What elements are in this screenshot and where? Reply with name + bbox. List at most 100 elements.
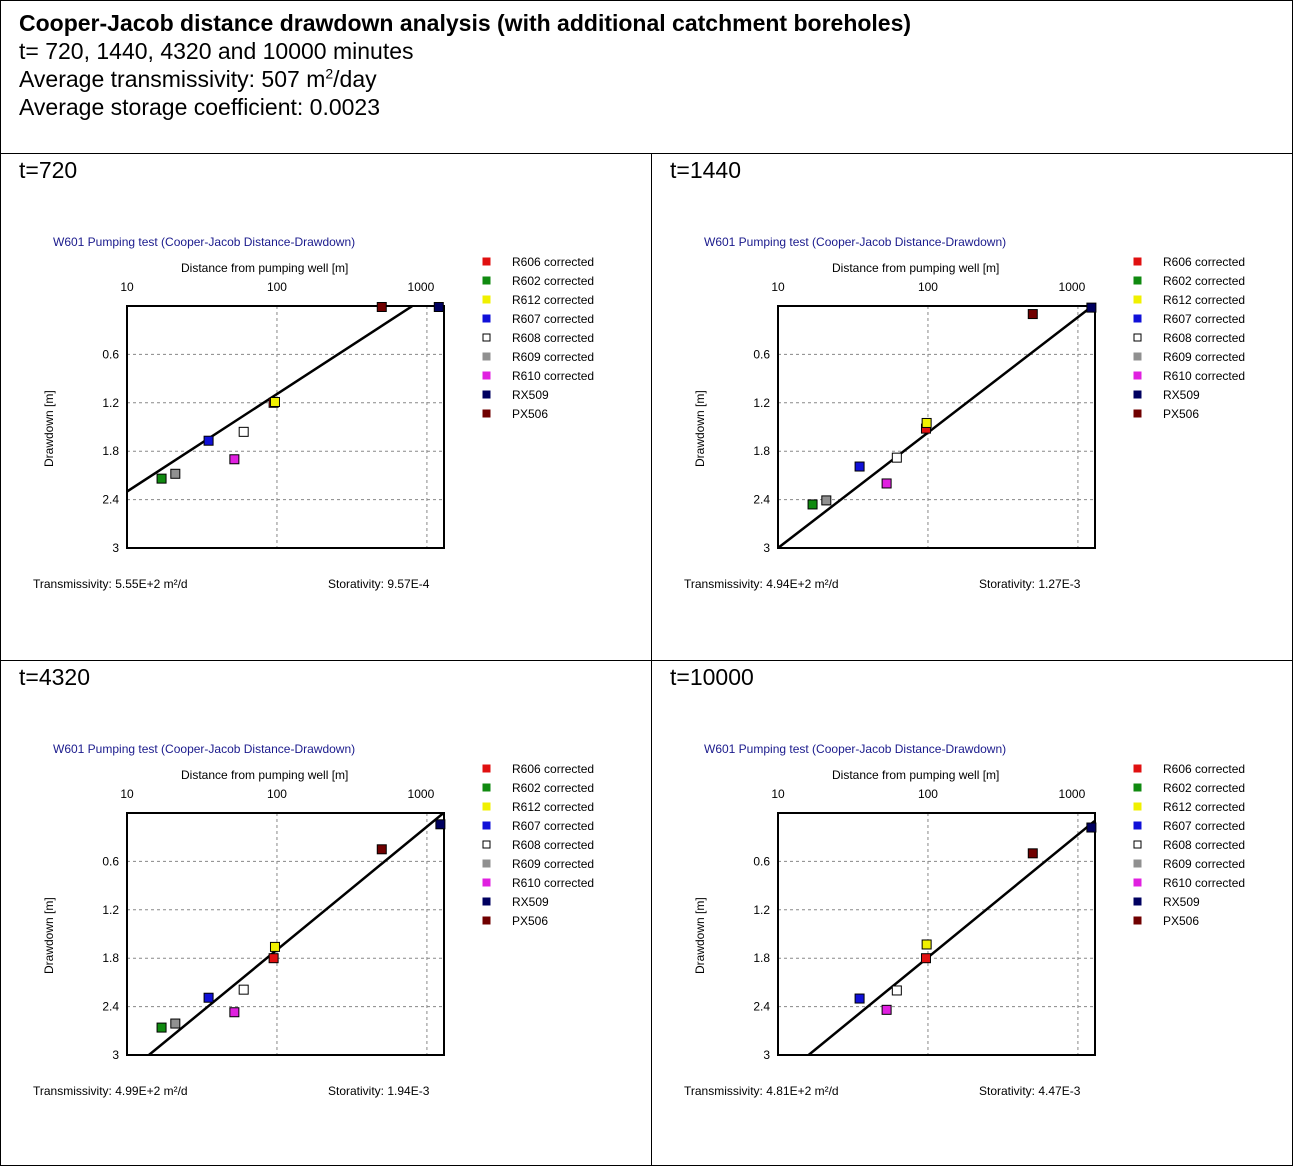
legend-label: PX506 [1163,914,1199,928]
plot-frame [126,812,445,1056]
legend-label: R602 corrected [1163,274,1245,288]
x-tick-label: 100 [918,280,938,294]
data-point-r610-corrected [881,1004,892,1015]
legend-label: R612 corrected [1163,800,1245,814]
x-axis-label: Distance from pumping well [m] [181,261,348,275]
legend-label: R612 corrected [512,293,594,307]
data-point-r602-corrected [156,473,167,484]
legend-label: R602 corrected [512,274,594,288]
storativity-text: Storativity: 4.47E-3 [979,1084,1081,1098]
y-tick-label: 1.8 [102,951,119,965]
x-tick-label: 100 [267,280,287,294]
y-tick-label: 3 [112,541,119,555]
legend-label: R610 corrected [1163,369,1245,383]
chart-t720: W601 Pumping test (Cooper-Jacob Distance… [33,235,594,591]
chart-title: W601 Pumping test (Cooper-Jacob Distance… [704,742,1006,756]
legend-label: R609 corrected [512,350,594,364]
legend-marker [1133,276,1142,285]
data-point-r602-corrected [156,1022,167,1033]
y-tick-label: 0.6 [102,854,119,868]
figure-header: Cooper-Jacob distance drawdown analysis … [19,7,1279,121]
x-tick-label: 10 [771,280,785,294]
x-axis-label: Distance from pumping well [m] [832,768,999,782]
storativity-text: Storativity: 1.94E-3 [328,1084,430,1098]
legend-marker [482,314,491,323]
x-tick-label: 100 [918,787,938,801]
legend-marker [1133,295,1142,304]
plot-frame [126,305,445,549]
data-point-px506 [376,844,387,855]
panel-t10000: t=10000 W601 Pumping test (Cooper-Jacob … [652,661,1293,1166]
avg-transmissivity-prefix: Average transmissivity: 507 m [19,66,326,92]
data-point-r610-corrected [229,1007,240,1018]
legend-label: R607 corrected [512,819,594,833]
transmissivity-text: Transmissivity: 4.81E+2 m²/d [684,1084,839,1098]
x-tick-label: 1000 [408,787,435,801]
legend-label: RX509 [512,388,549,402]
data-point-r606-corrected [268,953,279,964]
y-axis-label: Drawdown [m] [693,897,707,974]
transmissivity-text: Transmissivity: 4.99E+2 m²/d [33,1084,188,1098]
data-point-r602-corrected [807,499,818,510]
data-point-r609-corrected [821,495,832,506]
chart-title: W601 Pumping test (Cooper-Jacob Distance… [53,235,355,249]
data-point-r612-corrected [921,417,932,428]
legend-marker [1133,916,1142,925]
y-tick-label: 0.6 [753,347,770,361]
legend-marker [1133,409,1142,418]
legend-label: R607 corrected [1163,312,1245,326]
legend-marker [482,333,491,342]
data-point-r608-corrected [238,984,249,995]
data-point-r610-corrected [881,478,892,489]
y-tick-label: 1.2 [102,396,119,410]
x-tick-label: 10 [120,787,134,801]
data-point-r612-corrected [921,939,932,950]
legend-marker [1133,783,1142,792]
data-point-r606-corrected [920,953,931,964]
legend-marker [1133,352,1142,361]
y-tick-label: 3 [763,1048,770,1062]
transmissivity-text: Transmissivity: 4.94E+2 m²/d [684,577,839,591]
x-axis-label: Distance from pumping well [m] [181,768,348,782]
legend-marker [482,878,491,887]
transmissivity-text: Transmissivity: 5.55E+2 m²/d [33,577,188,591]
legend-marker [1133,333,1142,342]
legend-marker [1133,371,1142,380]
y-tick-label: 0.6 [102,347,119,361]
legend-label: R610 corrected [1163,876,1245,890]
data-point-px506 [1027,309,1038,320]
plot-frame [777,305,1096,549]
legend-marker [482,352,491,361]
legend-label: R609 corrected [512,857,594,871]
y-tick-label: 1.2 [753,396,770,410]
legend-label: RX509 [1163,388,1200,402]
panel-label: t=720 [19,157,78,183]
y-axis-label: Drawdown [m] [693,390,707,467]
legend-label: RX509 [1163,895,1200,909]
legend-marker [482,859,491,868]
legend-marker [482,821,491,830]
data-point-r608-corrected [891,985,902,996]
x-tick-label: 1000 [1059,787,1086,801]
x-tick-label: 10 [771,787,785,801]
panel-label: t=10000 [670,664,754,690]
y-tick-label: 1.8 [102,444,119,458]
fit-line [148,813,444,1055]
legend-marker [482,371,491,380]
legend-label: R610 corrected [512,876,594,890]
legend-marker [482,764,491,773]
legend-label: R608 corrected [1163,331,1245,345]
data-point-px506 [1027,848,1038,859]
data-point-r608-corrected [891,452,902,463]
legend-label: R602 corrected [1163,781,1245,795]
x-tick-label: 1000 [408,280,435,294]
legend-label: PX506 [1163,407,1199,421]
chart-title: W601 Pumping test (Cooper-Jacob Distance… [704,235,1006,249]
legend-label: R608 corrected [1163,838,1245,852]
average-storage-line: Average storage coefficient: 0.0023 [19,94,381,120]
legend-label: R609 corrected [1163,857,1245,871]
y-tick-label: 1.2 [753,903,770,917]
avg-transmissivity-sup: 2 [325,65,334,82]
legend-marker [1133,390,1142,399]
